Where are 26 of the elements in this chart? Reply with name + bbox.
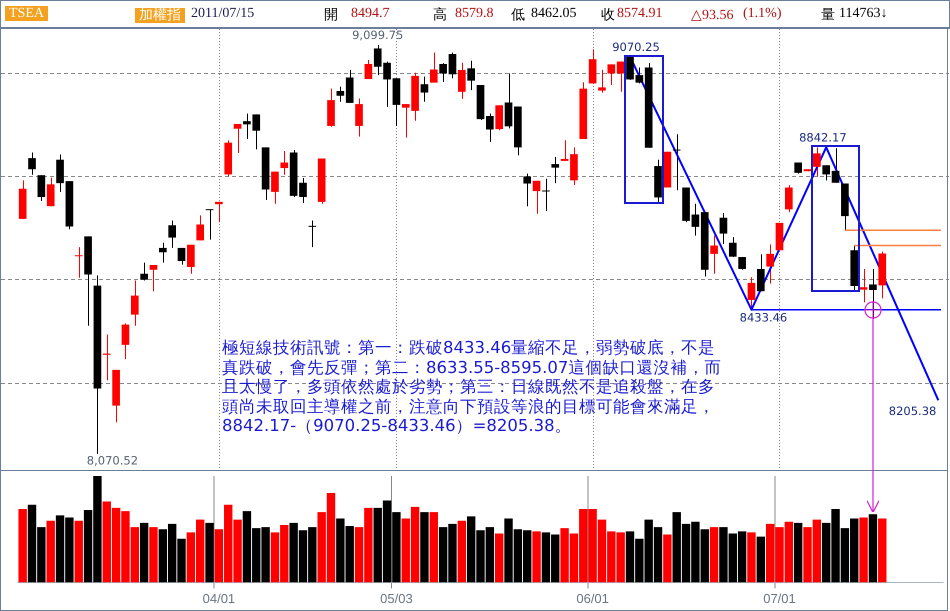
annotation: 8433.46	[740, 310, 788, 324]
text: (1.1%)	[743, 6, 782, 21]
text: 8574.91	[617, 6, 662, 21]
x-tick-label: 04/01	[202, 590, 236, 606]
text: 2011/07/15	[191, 6, 254, 21]
text: 開	[324, 8, 338, 23]
text: 高	[433, 8, 447, 23]
annotation: 9,099.75	[352, 28, 404, 42]
text: 低	[511, 8, 525, 23]
annotation: 9070.25	[612, 40, 660, 54]
chart-subtitle: 加權指	[135, 8, 185, 23]
text: 收	[601, 8, 615, 23]
annotation: 8205.38	[888, 404, 936, 418]
annotation: 極短線技術訊號：第一：跌破8433.46量縮不足，弱勢破底，不是真跌破，會先反彈；第二：8633.55-8595.07這個缺口還沒補，而且太慢了，多頭依然處於劣勢；第三：日線既然不是追殺盤，在多頭尚未取回主導權之前，注意向下預設等浪的目標可能會來滿足，8842.17-（9070.25-8433.46）=8205.38。	[222, 338, 722, 436]
text: 8579.8	[455, 6, 494, 21]
chart-title: TSEA	[5, 6, 48, 21]
text: 8494.7	[351, 6, 390, 21]
text: 量	[821, 8, 835, 23]
x-tick-label: 06/01	[576, 590, 609, 606]
x-tick-label: 05/03	[380, 590, 413, 606]
text: △93.56	[691, 8, 734, 23]
text: 114763↓	[839, 6, 888, 21]
text: 8462.05	[531, 6, 576, 21]
annotation: 8842.17	[799, 130, 847, 145]
annotation: 8,070.52	[86, 454, 138, 468]
x-tick-label: 07/01	[763, 590, 796, 606]
